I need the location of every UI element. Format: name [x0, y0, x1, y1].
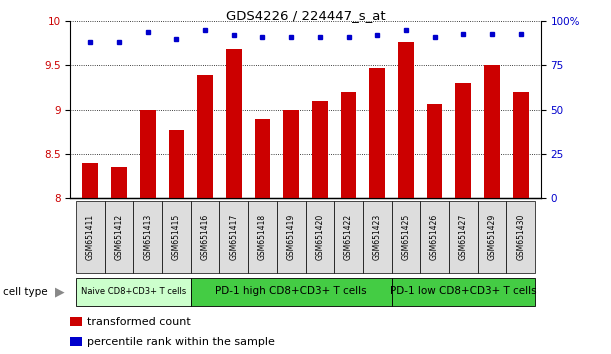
Text: GSM651418: GSM651418 — [258, 214, 267, 260]
Bar — [420, 201, 449, 273]
Bar — [398, 42, 414, 198]
Text: transformed count: transformed count — [87, 317, 191, 327]
Bar — [162, 201, 191, 273]
Bar — [284, 110, 299, 198]
Text: GSM651427: GSM651427 — [459, 214, 468, 260]
Text: GSM651425: GSM651425 — [401, 214, 411, 260]
Text: GSM651419: GSM651419 — [287, 214, 296, 260]
Text: PD-1 low CD8+CD3+ T cells: PD-1 low CD8+CD3+ T cells — [390, 286, 536, 296]
Text: GSM651430: GSM651430 — [516, 214, 525, 261]
Bar — [133, 201, 162, 273]
Bar — [70, 337, 81, 346]
Bar — [140, 110, 156, 198]
Text: GSM651423: GSM651423 — [373, 214, 382, 260]
Bar — [484, 65, 500, 198]
Bar — [449, 201, 478, 273]
Text: percentile rank within the sample: percentile rank within the sample — [87, 337, 275, 347]
Bar — [392, 201, 420, 273]
Text: GSM651426: GSM651426 — [430, 214, 439, 260]
Bar — [455, 83, 471, 198]
Bar — [478, 201, 507, 273]
Bar — [104, 201, 133, 273]
Bar — [76, 278, 191, 306]
Text: GSM651412: GSM651412 — [114, 214, 123, 260]
Bar — [248, 201, 277, 273]
Text: ▶: ▶ — [54, 286, 64, 298]
Bar — [226, 49, 242, 198]
Bar — [197, 75, 213, 198]
Bar — [277, 201, 306, 273]
Bar — [255, 119, 270, 198]
Text: GSM651416: GSM651416 — [200, 214, 210, 260]
Bar — [191, 278, 392, 306]
Bar — [363, 201, 392, 273]
Bar — [334, 201, 363, 273]
Text: cell type: cell type — [3, 287, 48, 297]
Bar — [111, 167, 127, 198]
Bar — [513, 92, 529, 198]
Bar — [392, 278, 535, 306]
Text: GSM651417: GSM651417 — [229, 214, 238, 260]
Text: PD-1 high CD8+CD3+ T cells: PD-1 high CD8+CD3+ T cells — [215, 286, 367, 296]
Text: GSM651429: GSM651429 — [488, 214, 497, 260]
Bar — [341, 92, 356, 198]
Text: GSM651415: GSM651415 — [172, 214, 181, 260]
Bar — [312, 101, 327, 198]
Bar — [219, 201, 248, 273]
Bar — [169, 130, 185, 198]
Bar — [507, 201, 535, 273]
Text: GSM651411: GSM651411 — [86, 214, 95, 260]
Bar — [426, 104, 442, 198]
Bar — [369, 68, 385, 198]
Text: GDS4226 / 224447_s_at: GDS4226 / 224447_s_at — [225, 9, 386, 22]
Text: Naive CD8+CD3+ T cells: Naive CD8+CD3+ T cells — [81, 287, 186, 296]
Bar — [306, 201, 334, 273]
Bar — [191, 201, 219, 273]
Text: GSM651413: GSM651413 — [143, 214, 152, 260]
Text: GSM651422: GSM651422 — [344, 214, 353, 260]
Bar — [76, 201, 104, 273]
Text: GSM651420: GSM651420 — [315, 214, 324, 260]
Bar — [82, 163, 98, 198]
Bar — [70, 316, 81, 326]
